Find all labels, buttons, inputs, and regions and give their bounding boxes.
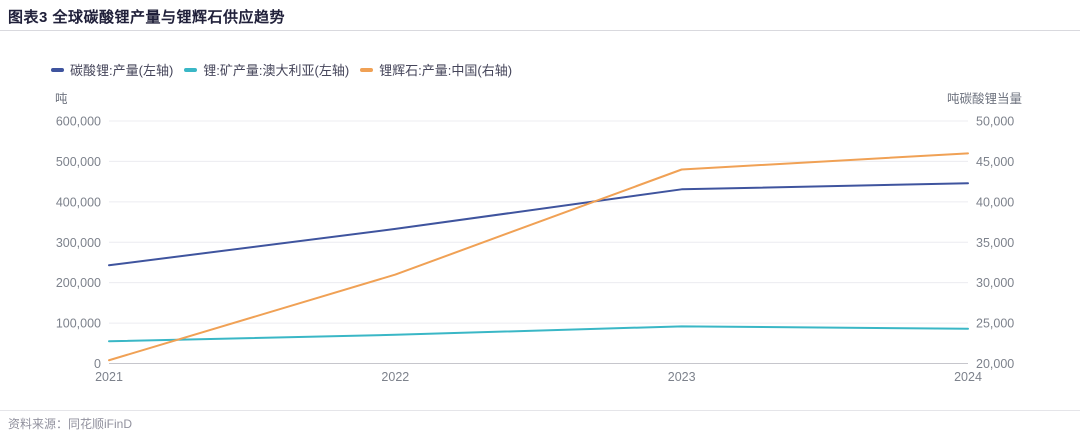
y-axis-right-tick: 40,000 — [976, 195, 1014, 209]
chart-title: 图表3 全球碳酸锂产量与锂辉石供应趋势 — [8, 9, 286, 26]
left-axis-unit: 吨 — [55, 92, 68, 106]
y-axis-right-tick: 30,000 — [976, 276, 1014, 290]
right-axis-unit: 吨碳酸锂当量 — [946, 92, 1022, 106]
legend-dash-icon — [51, 67, 64, 72]
x-axis-tick: 2023 — [668, 370, 696, 384]
y-axis-left-tick: 300,000 — [56, 236, 101, 250]
y-axis-right-tick: 35,000 — [976, 236, 1014, 250]
legend-item-1[interactable]: 锂:矿产量:澳大利亚(左轴) — [184, 60, 349, 79]
y-axis-right-tick: 25,000 — [976, 317, 1014, 331]
y-axis-left-tick: 500,000 — [56, 155, 101, 169]
legend-item-0[interactable]: 碳酸锂:产量(左轴) — [51, 60, 173, 79]
chart-legend: 碳酸锂:产量(左轴) 锂:矿产量:澳大利亚(左轴) 锂辉石:产量:中国(右轴) — [51, 60, 512, 79]
y-axis-left-tick: 400,000 — [56, 195, 101, 209]
legend-dash-icon — [360, 67, 374, 72]
x-axis-tick: 2024 — [954, 370, 982, 384]
y-axis-right-tick: 50,000 — [976, 115, 1014, 129]
series-line-2 — [108, 152, 969, 362]
legend-item-2[interactable]: 锂辉石:产量:中国(右轴) — [360, 60, 512, 79]
series-line-1 — [108, 325, 969, 343]
y-axis-left-tick: 100,000 — [56, 317, 101, 331]
y-axis-right-tick: 45,000 — [976, 155, 1014, 169]
legend-label: 碳酸锂:产量(左轴) — [70, 63, 174, 78]
source-note: 资料来源：同花顺iFinD — [8, 417, 133, 431]
series-line-0 — [108, 182, 969, 267]
x-axis-tick: 2022 — [381, 370, 409, 384]
legend-dash-icon — [184, 67, 198, 72]
title-divider — [0, 30, 1080, 31]
y-axis-left-tick: 600,000 — [56, 115, 101, 129]
y-axis-left-tick: 200,000 — [56, 276, 101, 290]
y-axis-left-tick: 0 — [94, 357, 101, 371]
y-axis-right-tick: 20,000 — [976, 357, 1014, 371]
legend-label: 锂:矿产量:澳大利亚(左轴) — [203, 63, 350, 78]
x-axis-tick: 2021 — [95, 370, 123, 384]
footer-divider — [0, 410, 1080, 411]
legend-label: 锂辉石:产量:中国(右轴) — [379, 63, 513, 78]
